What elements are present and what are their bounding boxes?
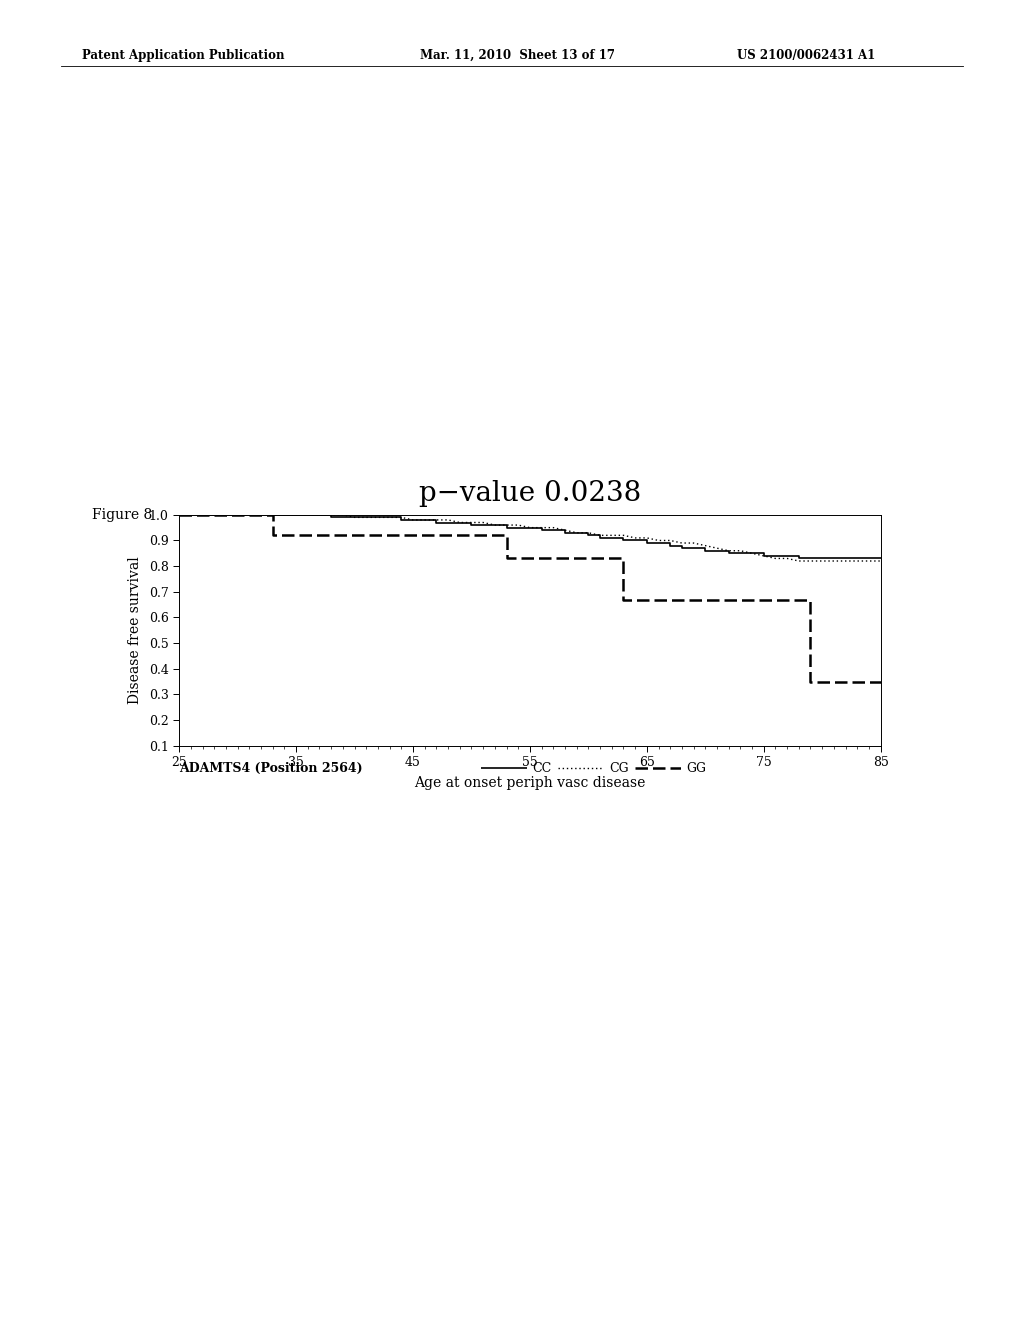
Y-axis label: Disease free survival: Disease free survival <box>128 557 142 704</box>
Text: Figure 8: Figure 8 <box>92 508 153 523</box>
Text: CC: CC <box>532 762 552 775</box>
Text: US 2100/0062431 A1: US 2100/0062431 A1 <box>737 49 876 62</box>
Text: Mar. 11, 2010  Sheet 13 of 17: Mar. 11, 2010 Sheet 13 of 17 <box>420 49 614 62</box>
Title: p−value 0.0238: p−value 0.0238 <box>419 480 641 507</box>
Text: GG: GG <box>686 762 707 775</box>
Text: CG: CG <box>609 762 629 775</box>
X-axis label: Age at onset periph vasc disease: Age at onset periph vasc disease <box>415 776 645 791</box>
Text: Patent Application Publication: Patent Application Publication <box>82 49 285 62</box>
Text: ADAMTS4 (Position 2564): ADAMTS4 (Position 2564) <box>179 762 362 775</box>
